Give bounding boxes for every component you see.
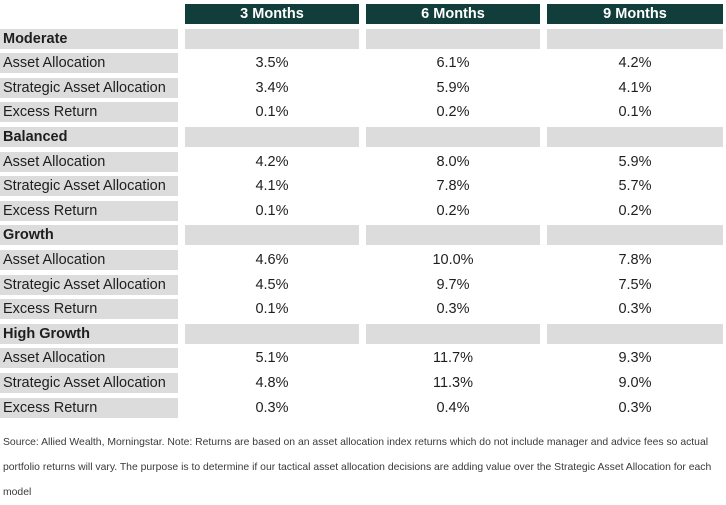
group-empty-cell (547, 323, 723, 344)
table-row: Asset Allocation 5.1% 11.7% 9.3% (0, 348, 726, 369)
value-cell: 5.7% (618, 178, 652, 195)
value-cell: 0.1% (255, 301, 289, 318)
row-label: Excess Return (0, 200, 178, 221)
table-row: Excess Return 0.3% 0.4% 0.3% (0, 397, 726, 418)
value-cell: 0.1% (255, 104, 289, 121)
column-header-6-months: 6 Months (366, 4, 540, 24)
value-cell: 10.0% (432, 251, 474, 268)
row-label: Excess Return (0, 102, 178, 123)
table-row: Asset Allocation 4.6% 10.0% 7.8% (0, 249, 726, 270)
table-row: Strategic Asset Allocation 3.4% 5.9% 4.1% (0, 77, 726, 98)
value-cell: 5.9% (618, 153, 652, 170)
group-row: Balanced (0, 126, 726, 147)
group-empty-cell (366, 28, 540, 49)
value-cell: 0.2% (618, 202, 652, 219)
row-label: Asset Allocation (0, 249, 178, 270)
value-cell: 7.8% (436, 178, 470, 195)
group-name: Moderate (0, 28, 178, 49)
table-row: Asset Allocation 3.5% 6.1% 4.2% (0, 53, 726, 74)
value-cell: 8.0% (436, 153, 470, 170)
row-label: Strategic Asset Allocation (0, 77, 178, 98)
value-cell: 9.7% (436, 276, 470, 293)
group-empty-cell (366, 225, 540, 246)
value-cell: 0.3% (436, 301, 470, 318)
group-empty-cell (185, 126, 359, 147)
row-label: Asset Allocation (0, 53, 178, 74)
row-label: Excess Return (0, 299, 178, 320)
group-empty-cell (547, 126, 723, 147)
returns-table: 3 Months 6 Months 9 Months Moderate Asset… (0, 4, 726, 422)
value-cell: 0.1% (255, 202, 289, 219)
value-cell: 0.3% (618, 301, 652, 318)
table-row: Strategic Asset Allocation 4.8% 11.3% 9.0% (0, 372, 726, 393)
row-label: Strategic Asset Allocation (0, 274, 178, 295)
value-cell: 4.1% (618, 79, 652, 96)
table-header-row: 3 Months 6 Months 9 Months (0, 4, 726, 24)
row-label: Strategic Asset Allocation (0, 176, 178, 197)
group-row: Moderate (0, 28, 726, 49)
value-cell: 4.6% (255, 251, 289, 268)
group-empty-cell (366, 323, 540, 344)
value-cell: 6.1% (436, 55, 470, 72)
group-empty-cell (547, 225, 723, 246)
value-cell: 7.8% (618, 251, 652, 268)
table-row: Asset Allocation 4.2% 8.0% 5.9% (0, 151, 726, 172)
group-name: High Growth (0, 323, 178, 344)
table-row: Excess Return 0.1% 0.2% 0.1% (0, 102, 726, 123)
group-empty-cell (366, 126, 540, 147)
value-cell: 0.3% (618, 399, 652, 416)
column-header-9-months: 9 Months (547, 4, 723, 24)
group-empty-cell (547, 28, 723, 49)
value-cell: 0.2% (436, 202, 470, 219)
value-cell: 3.5% (255, 55, 289, 72)
source-note: Source: Allied Wealth, Morningstar. Note… (3, 437, 712, 498)
value-cell: 5.1% (255, 350, 289, 367)
value-cell: 9.0% (618, 374, 652, 391)
table-row: Excess Return 0.1% 0.2% 0.2% (0, 200, 726, 221)
value-cell: 4.2% (618, 55, 652, 72)
value-cell: 7.5% (618, 276, 652, 293)
value-cell: 0.1% (618, 104, 652, 121)
table-row: Strategic Asset Allocation 4.5% 9.7% 7.5% (0, 274, 726, 295)
value-cell: 3.4% (255, 79, 289, 96)
group-empty-cell (185, 28, 359, 49)
column-header-3-months: 3 Months (185, 4, 359, 24)
row-label: Asset Allocation (0, 348, 178, 369)
group-name: Balanced (0, 126, 178, 147)
row-label: Strategic Asset Allocation (0, 372, 178, 393)
value-cell: 9.3% (618, 350, 652, 367)
value-cell: 0.2% (436, 104, 470, 121)
group-empty-cell (185, 323, 359, 344)
value-cell: 4.1% (255, 178, 289, 195)
group-name: Growth (0, 225, 178, 246)
value-cell: 4.5% (255, 276, 289, 293)
row-label: Excess Return (0, 397, 178, 418)
value-cell: 0.3% (255, 399, 289, 416)
value-cell: 11.7% (432, 350, 474, 367)
table-row: Strategic Asset Allocation 4.1% 7.8% 5.7% (0, 176, 726, 197)
row-label: Asset Allocation (0, 151, 178, 172)
value-cell: 0.4% (436, 399, 470, 416)
group-row: High Growth (0, 323, 726, 344)
value-cell: 4.2% (255, 153, 289, 170)
table-row: Excess Return 0.1% 0.3% 0.3% (0, 299, 726, 320)
group-row: Growth (0, 225, 726, 246)
header-corner (0, 4, 178, 24)
group-empty-cell (185, 225, 359, 246)
value-cell: 4.8% (255, 374, 289, 391)
value-cell: 5.9% (436, 79, 470, 96)
value-cell: 11.3% (432, 374, 474, 391)
